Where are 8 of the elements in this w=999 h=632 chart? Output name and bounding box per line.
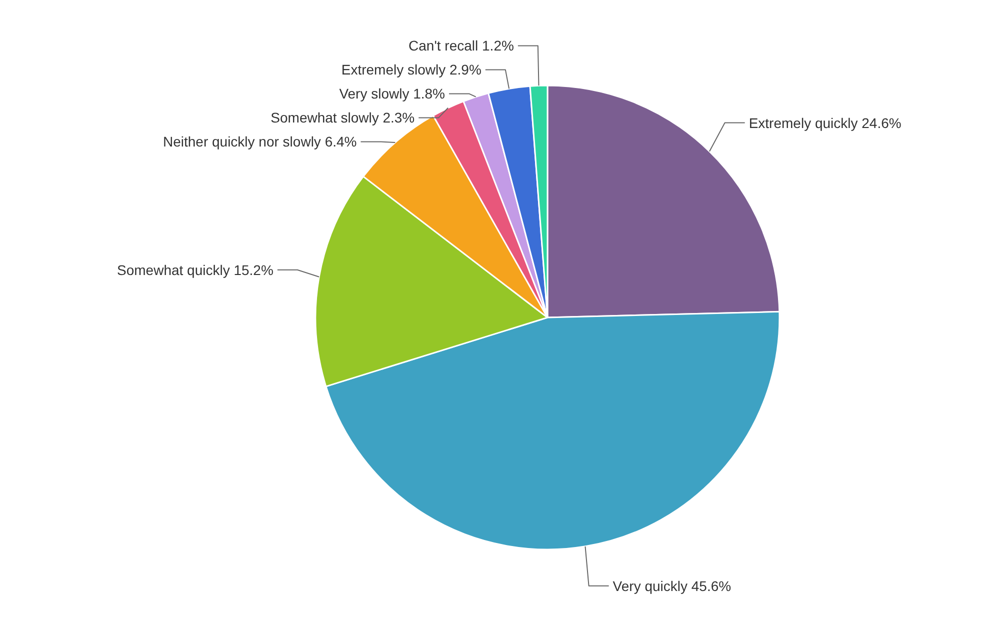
slice-label: Neither quickly nor slowly 6.4% [162, 134, 357, 150]
slice-label: Very slowly 1.8% [339, 86, 446, 102]
slice-label: Very quickly 45.6% [612, 578, 732, 594]
slice-label: Extremely quickly 24.6% [748, 114, 902, 131]
slice-label: Extremely slowly 2.9% [341, 62, 482, 78]
slice-label: Can't recall 1.2% [408, 38, 514, 54]
slice-label: Somewhat quickly 15.2% [117, 262, 274, 278]
slice-label: Somewhat slowly 2.3% [270, 110, 415, 126]
